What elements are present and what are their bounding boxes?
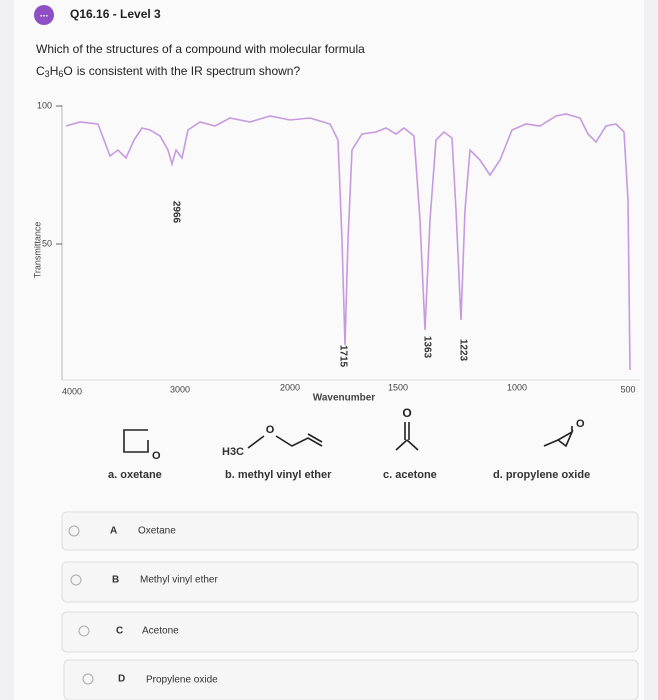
x-tick-label: 1500	[388, 382, 408, 392]
peak-label: 1715	[337, 345, 348, 368]
x-tick-label: 3000	[170, 384, 190, 394]
radio[interactable]	[70, 574, 82, 586]
option-box[interactable]	[61, 561, 639, 603]
atom: O	[266, 424, 275, 436]
formula: 3	[45, 69, 50, 79]
formula: H	[50, 64, 59, 78]
formula: 6	[58, 69, 63, 79]
peak-label: 1363	[421, 336, 432, 359]
option-text: Oxetane	[138, 526, 176, 537]
spectrum-curve	[65, 113, 631, 371]
oxetane-ring	[123, 429, 149, 453]
atom: O	[152, 450, 161, 462]
option-letter: A	[110, 526, 117, 537]
option[interactable]: C Acetone	[61, 611, 639, 653]
radio[interactable]	[78, 625, 90, 637]
acetone-bonds	[395, 422, 419, 451]
option-text: Acetone	[142, 626, 179, 637]
atom: O	[402, 406, 411, 420]
badge: ...	[40, 9, 49, 20]
atom: H3C	[222, 446, 244, 458]
y-axis-label: Transmittance	[32, 222, 42, 279]
option-text: Propylene oxide	[146, 675, 218, 686]
option-text: Methyl vinyl ether	[140, 575, 218, 586]
option-box[interactable]	[63, 659, 639, 700]
option-letter: B	[112, 575, 119, 586]
title: Q16.16 - Level 3	[70, 7, 161, 21]
x-tick-label: 1000	[507, 382, 527, 392]
peak-label: 1223	[457, 339, 468, 362]
formula: C	[36, 64, 45, 78]
question: Which of the structures of a compound wi…	[36, 42, 365, 56]
x-tick-label: 4000	[62, 386, 82, 396]
option[interactable]: D Propylene oxide	[63, 659, 639, 700]
option[interactable]: A Oxetane	[61, 511, 639, 551]
badge-circle[interactable]	[34, 5, 54, 25]
x-tick-label: 2000	[280, 382, 300, 392]
x-tick-label: 500	[620, 384, 635, 394]
x-axis-label: Wavenumber	[313, 393, 376, 404]
radio[interactable]	[68, 525, 80, 537]
question: is consistent with the IR spectrum shown…	[77, 64, 301, 78]
option-letter: D	[118, 674, 125, 685]
atom: O	[576, 418, 585, 430]
structure-label: d. propylene oxide	[493, 469, 590, 481]
structure-label: c. acetone	[383, 469, 437, 481]
option-box[interactable]	[61, 511, 639, 551]
structure-label: b. methyl vinyl ether	[225, 469, 332, 481]
option-letter: C	[116, 626, 123, 637]
option[interactable]: B Methyl vinyl ether	[61, 561, 639, 603]
question-formula: C3H6O is consistent with the IR spectrum …	[36, 64, 300, 79]
epoxide-bonds	[543, 426, 574, 448]
formula: O	[63, 64, 72, 78]
y-tick-label: 50	[42, 238, 52, 248]
option-box[interactable]	[61, 611, 639, 653]
y-tick-label: 100	[37, 100, 52, 110]
peak-label: 2966	[170, 201, 181, 224]
ether-bonds	[247, 433, 323, 449]
radio[interactable]	[82, 673, 94, 685]
structure-label: a. oxetane	[108, 469, 162, 481]
